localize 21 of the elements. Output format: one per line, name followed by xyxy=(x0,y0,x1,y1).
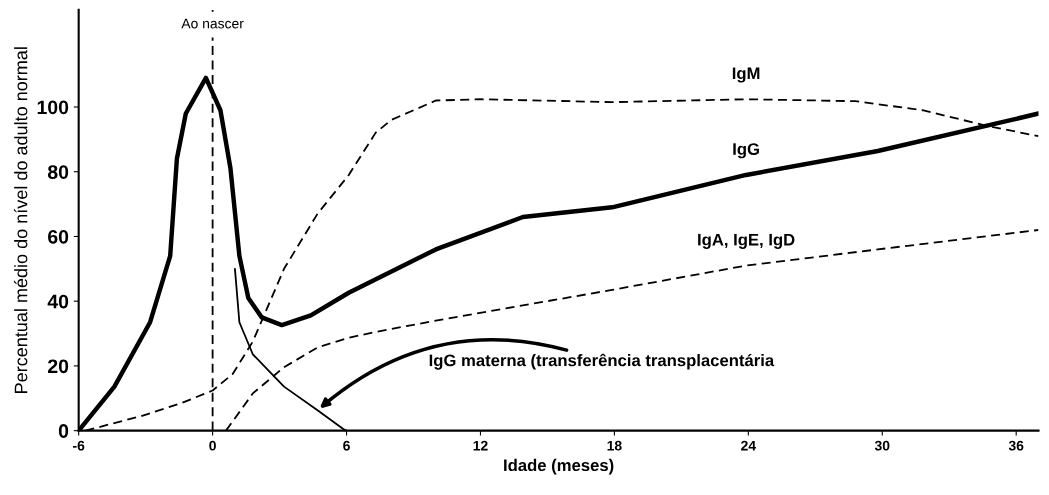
x-tick-label: 12 xyxy=(473,440,488,451)
y-axis-title: Percentual médio do nível do adulto normal xyxy=(13,47,28,393)
series-label: IgA, IgE, IgD xyxy=(698,233,795,249)
x-tick-label: 0 xyxy=(209,440,216,451)
ref-line-label: Ao nascer xyxy=(181,18,244,29)
x-axis-title: Idade (meses) xyxy=(504,458,614,475)
x-tick-label: 18 xyxy=(607,440,622,451)
x-tick-label: 30 xyxy=(874,440,890,451)
x-tick-label: 36 xyxy=(1008,440,1024,451)
y-tick-label: 60 xyxy=(48,229,69,244)
x-tick-label: 24 xyxy=(741,440,756,451)
x-tick-label: -6 xyxy=(73,440,85,451)
y-tick-label: 0 xyxy=(58,424,69,438)
series-label: IgG xyxy=(733,143,759,159)
series-label: IgM xyxy=(732,67,760,83)
y-tick-label: 100 xyxy=(37,100,69,115)
y-tick-label: 20 xyxy=(48,359,69,374)
annotation: IgG materna (transferência transplacentária xyxy=(429,353,775,370)
y-tick-label: 40 xyxy=(47,294,69,309)
y-tick-label: 80 xyxy=(47,165,69,179)
x-tick-label: 6 xyxy=(343,440,350,451)
